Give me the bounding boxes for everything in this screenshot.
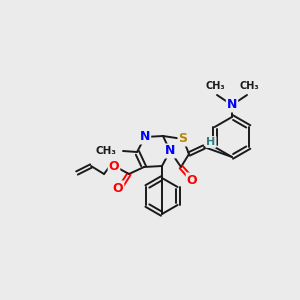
Text: CH₃: CH₃: [239, 81, 259, 91]
Text: O: O: [109, 160, 119, 172]
Text: CH₃: CH₃: [205, 81, 225, 91]
Text: H: H: [206, 137, 216, 147]
Text: O: O: [113, 182, 123, 194]
Text: CH₃: CH₃: [95, 146, 116, 156]
Text: N: N: [227, 98, 237, 112]
Text: S: S: [178, 133, 188, 146]
Text: O: O: [187, 173, 197, 187]
Text: N: N: [140, 130, 150, 143]
Text: N: N: [165, 145, 175, 158]
